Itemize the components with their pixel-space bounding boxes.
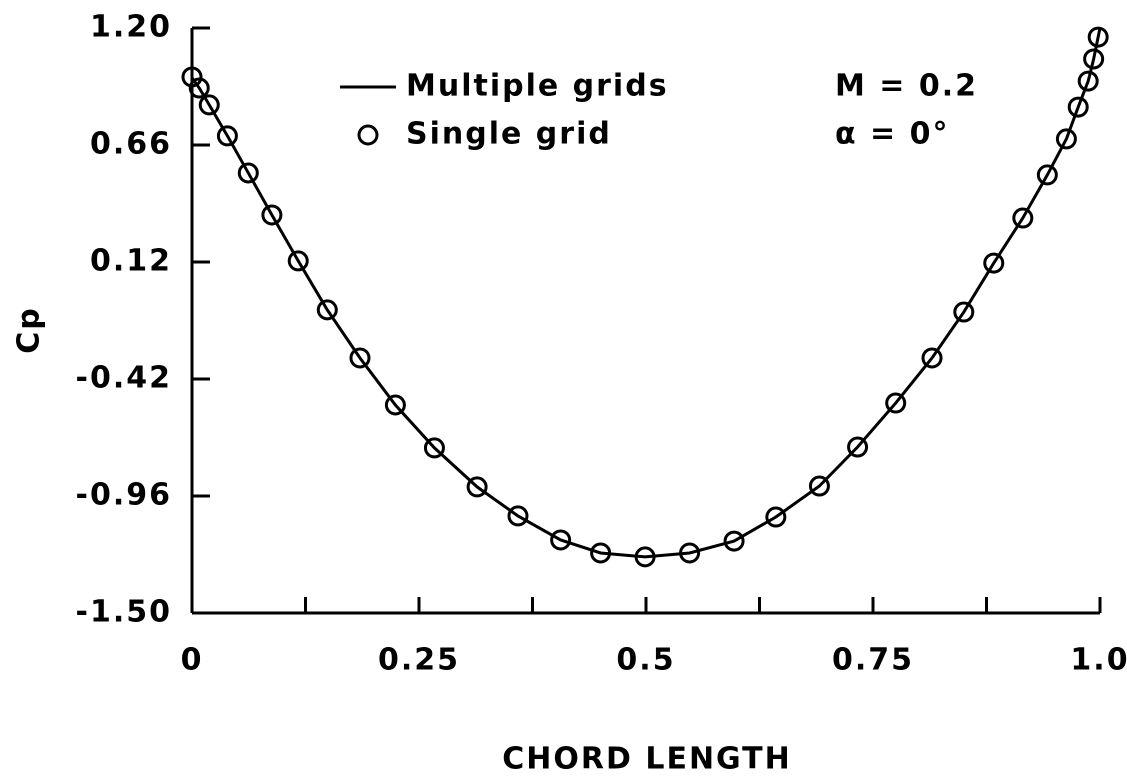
marker <box>237 162 259 184</box>
y-tick-label: -0.96 <box>76 478 172 513</box>
marker <box>590 542 612 564</box>
marker <box>423 437 445 459</box>
legend-swatch <box>357 124 379 146</box>
marker <box>316 299 338 321</box>
marker <box>384 394 406 416</box>
marker <box>847 436 869 458</box>
y-tick-label: -1.50 <box>76 595 172 630</box>
marker <box>1036 164 1058 186</box>
y-tick-label: -0.42 <box>76 361 172 396</box>
x-tick-label: 1.0 <box>1070 643 1127 678</box>
marker <box>1055 128 1077 150</box>
marker <box>1012 207 1034 229</box>
marker <box>723 530 745 552</box>
marker <box>216 125 238 147</box>
marker <box>634 546 656 568</box>
marker <box>507 505 529 527</box>
marker <box>188 77 210 99</box>
x-axis-title: CHORD LENGTH <box>502 742 791 777</box>
marker <box>198 94 220 116</box>
marker <box>983 252 1005 274</box>
marker <box>287 250 309 272</box>
y-tick-label: 0.12 <box>90 244 172 279</box>
marker <box>1077 70 1099 92</box>
y-tick-label: 0.66 <box>90 127 172 162</box>
marker <box>885 392 907 414</box>
marker <box>1087 26 1109 48</box>
annotation: α = 0° <box>835 117 950 152</box>
annotation: M = 0.2 <box>835 69 978 104</box>
line <box>190 27 1102 559</box>
x-tick-label: 0.5 <box>616 643 675 678</box>
x-tick-label: 0 <box>181 643 204 678</box>
marker <box>953 301 975 323</box>
marker <box>466 476 488 498</box>
marker <box>1067 96 1089 118</box>
marker <box>765 506 787 528</box>
y-tick-label: 1.20 <box>90 10 172 45</box>
marker <box>679 542 701 564</box>
legend-label: Single grid <box>406 117 612 152</box>
marker <box>349 347 371 369</box>
y-axis-title: Cp <box>12 306 47 354</box>
marker <box>1083 48 1105 70</box>
x-tick-label: 0.25 <box>378 643 460 678</box>
legend-label: Multiple grids <box>406 69 669 104</box>
marker <box>921 347 943 369</box>
x-tick-label: 0.75 <box>832 643 914 678</box>
marker <box>261 204 283 226</box>
marker <box>808 475 830 497</box>
marker <box>550 529 572 551</box>
